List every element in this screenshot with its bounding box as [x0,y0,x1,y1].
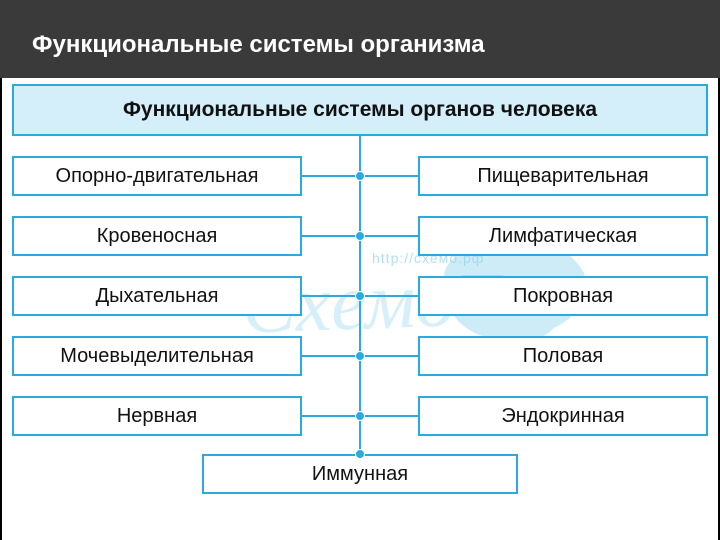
diagram-area: Cхемо http://схемо.рф РФ Функциональные … [2,78,718,540]
connector-line [360,355,418,357]
diagram-node-label: Пищеварительная [477,165,648,188]
slide-title: Функциональные системы организма [32,31,485,59]
diagram-node-label: Покровная [513,285,613,308]
slide-header: Функциональные системы организма [0,0,720,78]
connector-dot-icon [355,291,365,301]
diagram-node-right: Пищеварительная [418,156,708,196]
diagram-node-left: Опорно-двигательная [12,156,302,196]
diagram-bottom-node: Иммунная [202,454,518,494]
diagram-node-left: Мочевыделительная [12,336,302,376]
diagram-node-label: Половая [523,345,603,368]
connector-line [302,175,360,177]
diagram-node-left: Кровеносная [12,216,302,256]
diagram-header: Функциональные системы органов человека [12,84,708,136]
connector-line [302,295,360,297]
diagram-node-label: Опорно-двигательная [56,165,259,188]
connector-line [360,235,418,237]
connector-line [360,295,418,297]
diagram-node-right: Лимфатическая [418,216,708,256]
connector-dot-icon [355,411,365,421]
connector-line [360,415,418,417]
connector-line [360,175,418,177]
diagram-node-right: Эндокринная [418,396,708,436]
diagram-node-right: Покровная [418,276,708,316]
connector-line [302,235,360,237]
diagram-node-right: Половая [418,336,708,376]
diagram-node-label: Эндокринная [501,405,624,428]
slide: Функциональные системы организма Cхемо h… [0,0,720,540]
diagram-node-left: Дыхательная [12,276,302,316]
diagram-node-label: Лимфатическая [489,225,637,248]
diagram-node-label: Дыхательная [96,285,219,308]
diagram-node-label: Нервная [117,405,197,428]
connector-dot-icon [355,351,365,361]
diagram-header-text: Функциональные системы органов человека [123,98,597,122]
diagram-node-label: Мочевыделительная [60,345,254,368]
connector-dot-icon [355,449,365,459]
connector-line [302,415,360,417]
connector-dot-icon [355,171,365,181]
diagram-spine [359,136,361,474]
diagram-bottom-label: Иммунная [312,463,408,486]
diagram-node-left: Нервная [12,396,302,436]
connector-dot-icon [355,231,365,241]
diagram-inner: Cхемо http://схемо.рф РФ Функциональные … [2,78,718,540]
diagram-node-label: Кровеносная [97,225,218,248]
connector-line [302,355,360,357]
